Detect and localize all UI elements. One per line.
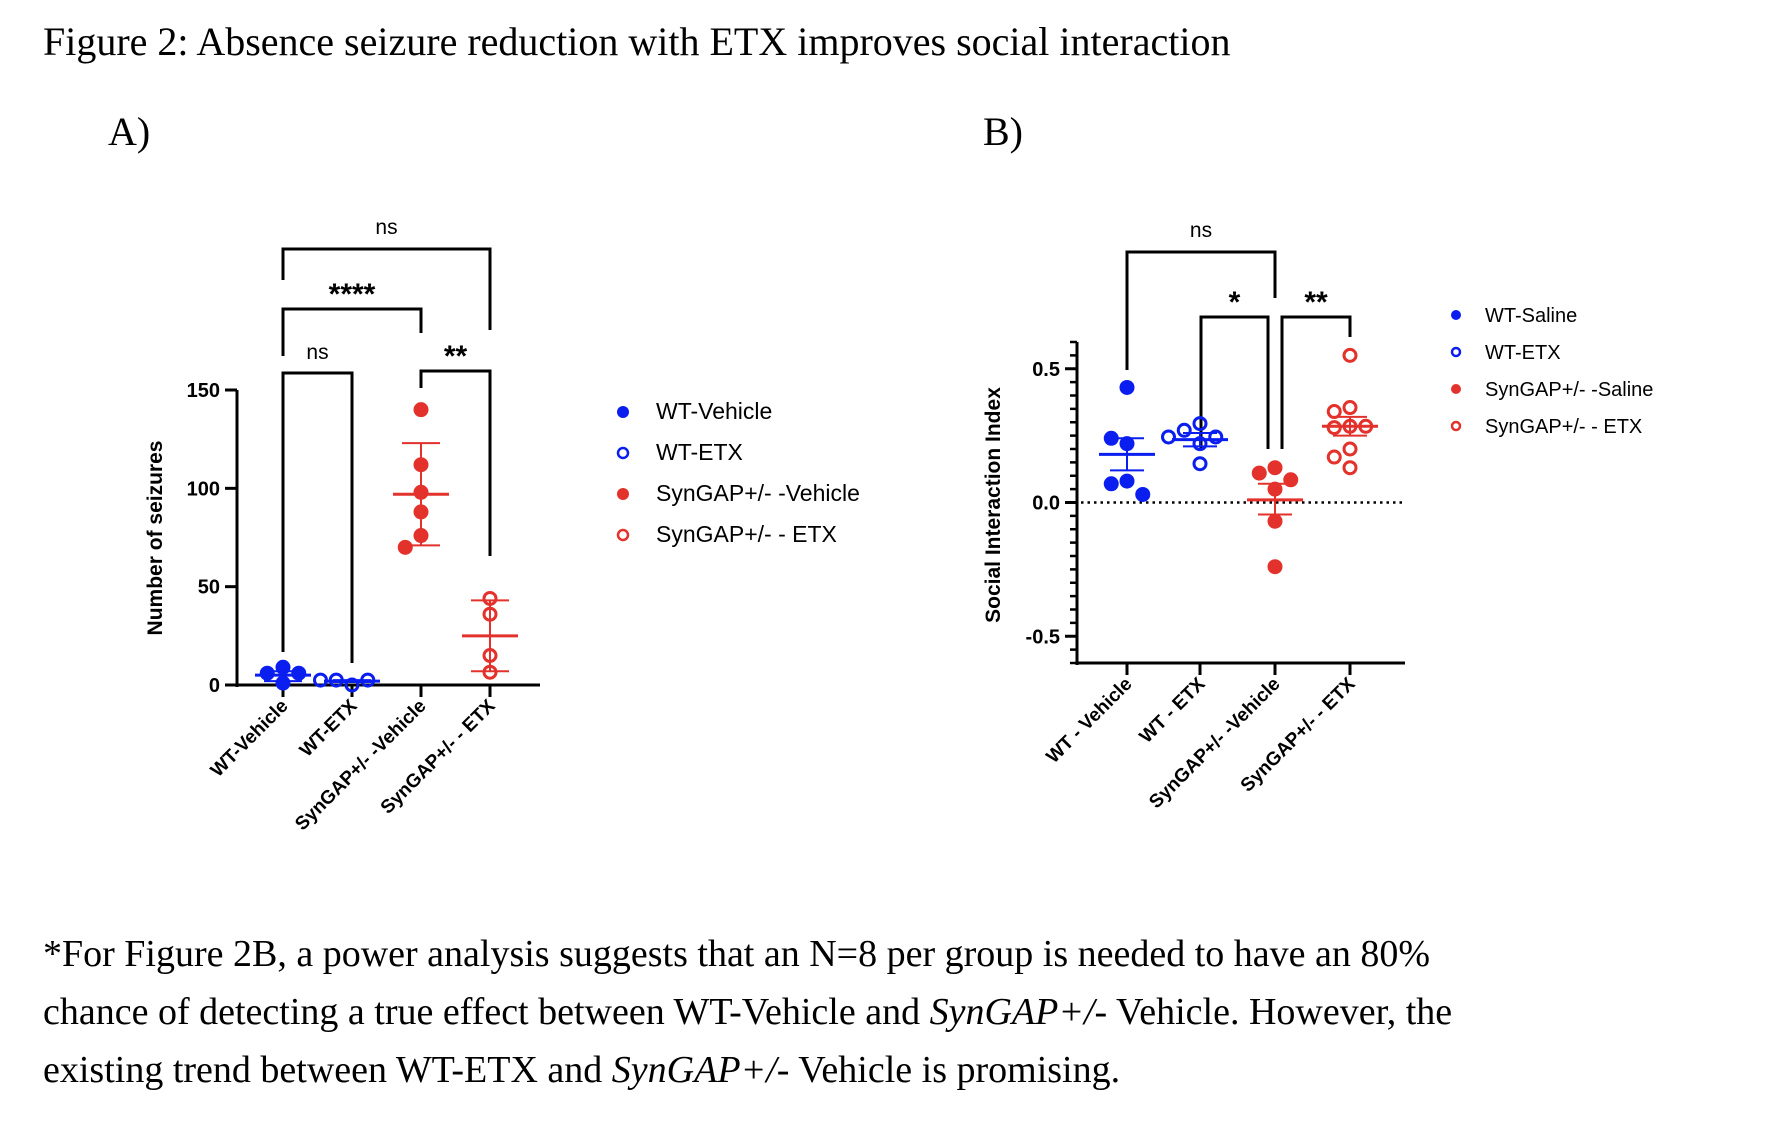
y-tick-label: 150 [187, 380, 220, 402]
y-tick-label: 0.5 [1032, 359, 1060, 381]
legend-marker-filled [1451, 310, 1461, 320]
y-tick-label: 100 [187, 478, 220, 500]
x-tick-label: WT-Vehicle [207, 696, 293, 782]
data-point [1342, 441, 1358, 457]
data-point [291, 665, 307, 681]
footnote-line-2: chance of detecting a true effect betwee… [43, 991, 1453, 1033]
legend-marker-open [1450, 346, 1462, 358]
x-tick-label: SynGAP+/- -Vehicle [291, 696, 430, 835]
figure-title: Figure 2: Absence seizure reduction with… [43, 19, 1231, 64]
data-point [1176, 422, 1192, 438]
data-point [275, 675, 291, 691]
legend-label: SynGAP+/- - ETX [656, 521, 837, 547]
x-tick-label: WT-ETX [296, 695, 362, 761]
data-point [413, 457, 429, 473]
legend-marker-filled [617, 488, 629, 500]
data-point [275, 659, 291, 675]
data-point [1192, 416, 1208, 432]
data-point [413, 528, 429, 544]
data-point [413, 402, 429, 418]
panel-b-chart: -0.5 0.0 0.5 Social Interaction Index WT - V… [982, 219, 1653, 813]
significance-bracket [281, 247, 492, 330]
data-point [1135, 486, 1151, 502]
legend-marker-open [616, 446, 630, 460]
legend-label: SynGAP+/- -Saline [1485, 379, 1653, 401]
y-tick-label: 50 [198, 577, 220, 599]
data-point [482, 590, 498, 606]
legend-label: WT-Vehicle [656, 398, 772, 424]
significance-label: ** [1304, 286, 1328, 319]
panel-b-label: B) [983, 109, 1023, 154]
data-point [1267, 481, 1283, 497]
data-point [259, 665, 275, 681]
data-point [482, 664, 498, 680]
legend-marker-filled [1451, 384, 1461, 394]
significance-label: * [1229, 286, 1241, 319]
legend-label: WT-ETX [1485, 342, 1561, 364]
y-axis-title: Number of seizures [144, 441, 167, 636]
data-point [1326, 449, 1342, 465]
data-point [1103, 430, 1119, 446]
data-point [1326, 404, 1342, 420]
data-point [1119, 473, 1135, 489]
data-point [413, 504, 429, 520]
significance-bracket [419, 369, 492, 556]
data-point [344, 677, 360, 693]
data-point [1119, 436, 1135, 452]
legend-label: WT-ETX [656, 439, 743, 465]
y-axis-title: Social Interaction Index [982, 387, 1005, 623]
data-point [1267, 513, 1283, 529]
data-point [1103, 476, 1119, 492]
data-point [1342, 460, 1358, 476]
data-point [1267, 460, 1283, 476]
data-point [1251, 465, 1267, 481]
data-point [1267, 559, 1283, 575]
y-tick-label: 0 [209, 675, 220, 697]
significance-bracket [281, 307, 423, 356]
footnote-line-3: existing trend between WT-ETX and SynGAP… [43, 1049, 1121, 1091]
legend-marker-open [1450, 420, 1462, 432]
x-tick-label: WT - ETX [1136, 673, 1210, 747]
footnote: *For Figure 2B, a power analysis suggest… [43, 925, 1743, 1099]
x-tick-label: WT - Vehicle [1043, 674, 1137, 768]
significance-bracket [281, 371, 354, 663]
data-point [413, 484, 429, 500]
data-point [482, 606, 498, 622]
x-tick-label: SynGAP+/- -Vehicle [1145, 674, 1284, 813]
y-tick-label: 0.0 [1032, 493, 1060, 515]
data-point [482, 648, 498, 663]
footnote-line-1: *For Figure 2B, a power analysis suggest… [43, 933, 1431, 975]
significance-label: ** [444, 340, 468, 373]
data-point [1283, 472, 1299, 488]
legend-marker-filled [617, 406, 629, 418]
x-tick-label: SynGAP+/- - ETX [377, 695, 500, 818]
data-point [1192, 436, 1208, 452]
significance-label: ns [306, 341, 328, 364]
significance-label: ns [375, 216, 397, 239]
significance-bracket [1280, 315, 1352, 449]
data-point [1161, 429, 1176, 445]
significance-bracket [1125, 250, 1277, 370]
data-point [1208, 429, 1224, 445]
data-point [1119, 379, 1135, 395]
data-point [1342, 347, 1358, 363]
significance-label: **** [329, 278, 376, 311]
legend-marker-open [616, 528, 630, 542]
y-tick-label: -0.5 [1026, 626, 1060, 648]
panel-a-label: A) [108, 109, 151, 154]
data-point [1192, 456, 1208, 472]
data-point [1342, 400, 1358, 416]
legend-label: SynGAP+/- -Vehicle [656, 480, 860, 506]
legend-label: SynGAP+/- - ETX [1485, 416, 1642, 438]
legend-label: WT-Saline [1485, 305, 1577, 327]
significance-bracket [1199, 315, 1270, 449]
data-point [397, 539, 413, 555]
significance-label: ns [1190, 219, 1212, 242]
